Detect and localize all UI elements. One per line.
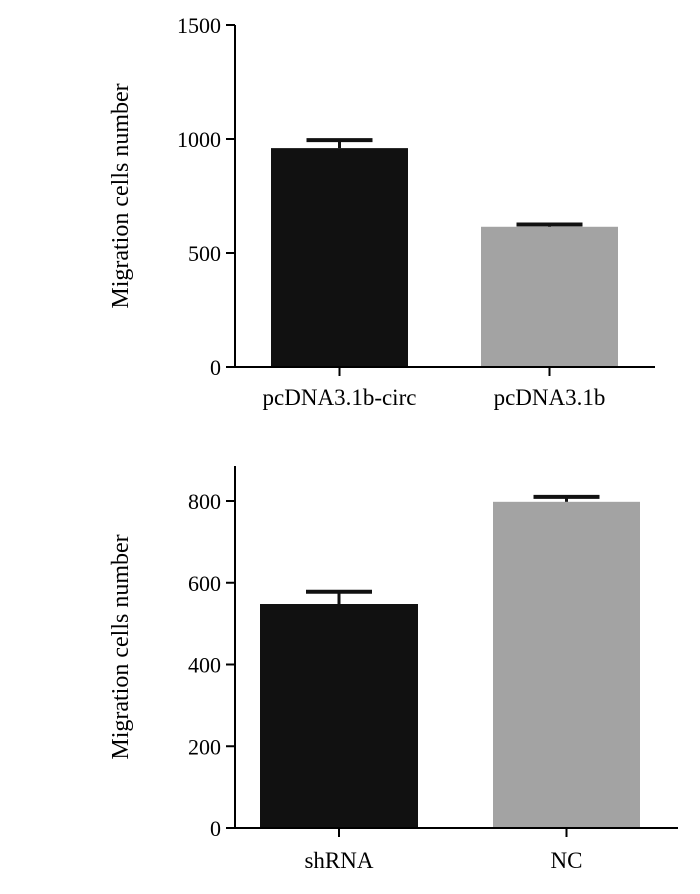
x-tick-label-1: NC <box>551 848 583 873</box>
y-tick-label-3: 1500 <box>177 13 221 38</box>
y-axis-label: Migration cells number <box>108 83 134 308</box>
y-tick-label-2: 1000 <box>177 127 221 152</box>
y-tick-label-1: 200 <box>188 734 221 759</box>
chart-bottom: shRNA NC 0 200 400 600 800 Migration cells numb… <box>108 466 678 873</box>
chart-top: pcDNA3.1b-circ pcDNA3.1b 0 500 1000 1500 Migra… <box>108 13 655 410</box>
bar-1 <box>493 501 640 828</box>
y-axis-label: Migration cells number <box>108 534 134 759</box>
bar-0 <box>260 604 418 828</box>
y-tick-label-1: 500 <box>188 241 221 266</box>
x-tick-label-1: pcDNA3.1b <box>494 385 606 410</box>
y-tick-label-4: 800 <box>188 489 221 514</box>
x-tick-label-0: shRNA <box>304 848 373 873</box>
y-tick-label-2: 400 <box>188 653 221 678</box>
bar-0 <box>271 148 408 367</box>
y-tick-label-0: 0 <box>210 355 221 380</box>
y-tick-label-3: 600 <box>188 571 221 596</box>
bar-1 <box>481 226 618 367</box>
y-tick-label-0: 0 <box>210 816 221 841</box>
x-tick-label-0: pcDNA3.1b-circ <box>263 385 417 410</box>
